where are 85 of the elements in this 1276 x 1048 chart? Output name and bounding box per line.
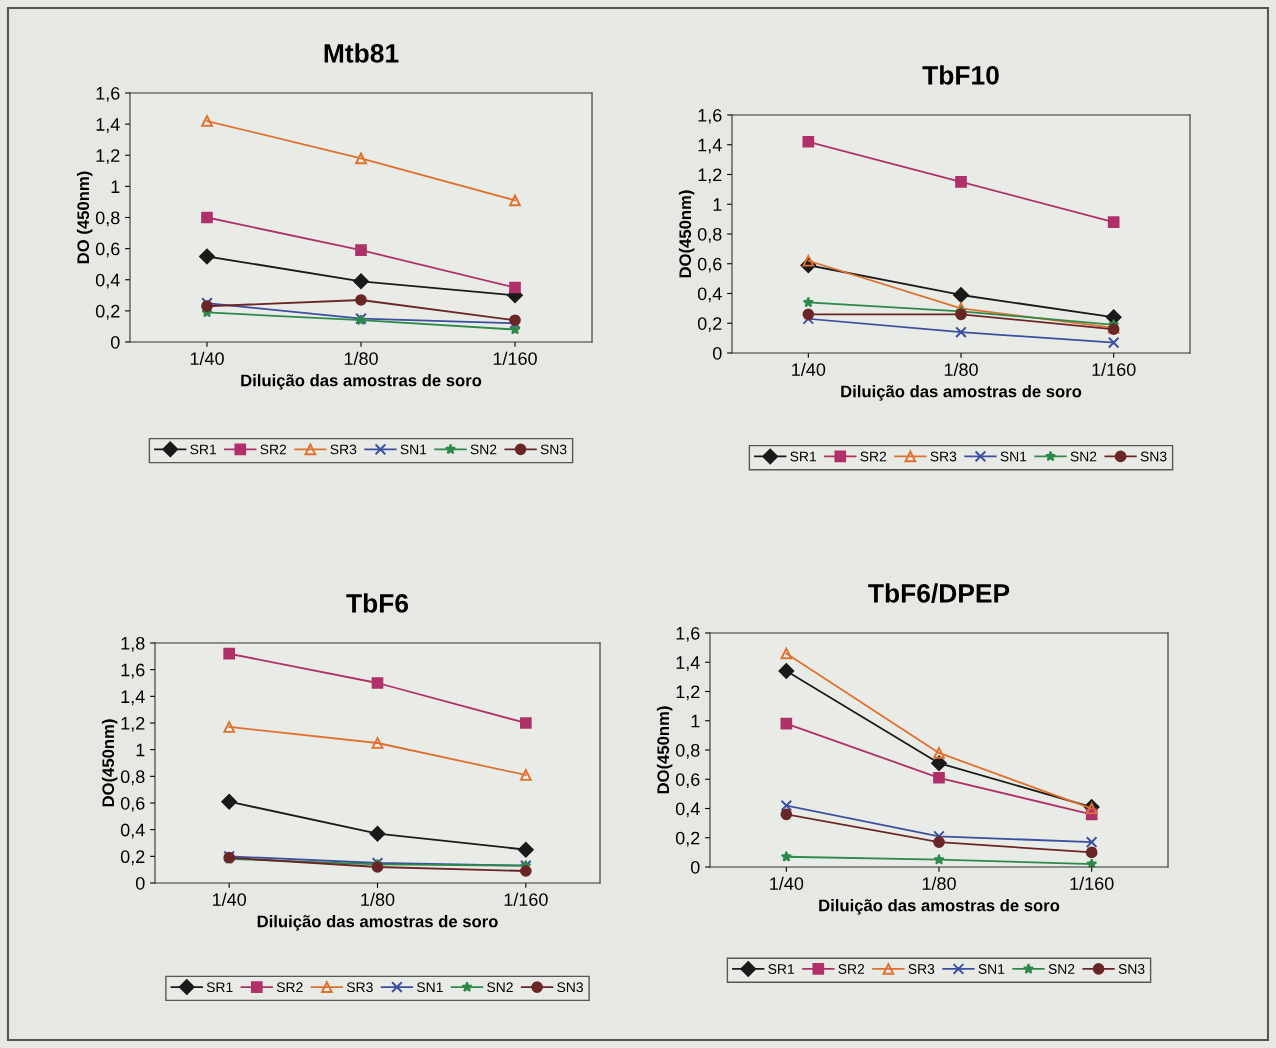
x-tick-label: 1/160 [493, 351, 537, 365]
y-tick-label: 1 [111, 180, 120, 193]
legend-label: SN2 [1048, 964, 1075, 974]
x-tick-label: 1/40 [770, 876, 804, 890]
legend-label: SN2 [1070, 451, 1097, 462]
y-tick-label: 1,6 [698, 108, 722, 124]
chart-title: Mtb81 [324, 43, 399, 63]
y-tick-label: 0,8 [120, 770, 145, 786]
y-tick-label: 0 [110, 335, 120, 349]
legend-label: SN3 [557, 982, 583, 993]
legend-label: SR2 [860, 451, 887, 462]
y-tick-label: 1,8 [121, 636, 145, 652]
legend-label: SN3 [540, 444, 567, 455]
legend-label: SN3 [1118, 964, 1145, 974]
y-tick-label: 1,2 [676, 685, 700, 701]
y-axis-title: DO(450nm) [101, 719, 118, 807]
legend-label: SR3 [346, 982, 373, 993]
legend-label: SR2 [260, 444, 287, 455]
legend-label: SR3 [930, 451, 957, 462]
y-tick-label: 0,2 [675, 831, 700, 847]
legend-label: SN2 [470, 444, 497, 455]
x-tick-label: 1/80 [361, 892, 395, 906]
y-tick-label: 1,6 [121, 663, 145, 679]
y-tick-label: 1 [136, 743, 145, 757]
y-tick-label: 1 [691, 714, 700, 728]
legend-label: SR2 [838, 964, 865, 974]
y-tick-label: 0,8 [697, 227, 722, 243]
x-tick-label: 1/40 [792, 362, 826, 376]
y-tick-label: 1 [713, 198, 722, 211]
y-tick-label: 0,2 [697, 317, 722, 333]
y-tick-label: 1,4 [121, 690, 145, 706]
y-axis-title: DO (450nm) [76, 171, 93, 264]
y-tick-label: 1,2 [121, 716, 145, 732]
y-axis-title: DO(450nm) [656, 706, 673, 794]
x-axis-title: Diluição das amostras de soro [241, 374, 482, 390]
legend-label: SR3 [330, 444, 357, 455]
legend-label: SR1 [190, 444, 217, 455]
legend-label: SN1 [400, 444, 427, 455]
legend-label: SN3 [1140, 451, 1167, 462]
legend-label: SR1 [768, 964, 795, 974]
y-tick-label: 0,2 [120, 850, 145, 866]
y-tick-label: 0,4 [120, 823, 145, 839]
y-tick-label: 0,4 [697, 287, 722, 303]
y-tick-label: 0 [712, 346, 722, 360]
legend-label: SN1 [1000, 451, 1027, 462]
legend-label: SN1 [417, 982, 443, 993]
y-tick-label: 1,6 [676, 626, 700, 642]
y-tick-label: 0,4 [675, 802, 700, 818]
legend-label: SR3 [908, 964, 935, 974]
chart-title: TbF6 [346, 593, 409, 613]
legend-label: SR1 [790, 451, 817, 462]
y-tick-label: 0 [690, 860, 700, 874]
y-tick-label: 0,6 [120, 796, 145, 812]
x-tick-label: 1/80 [344, 351, 378, 365]
x-tick-label: 1/40 [212, 892, 247, 906]
y-tick-label: 0,8 [95, 211, 120, 227]
y-axis-title: DO(450nm) [678, 190, 695, 278]
y-tick-label: 1,4 [698, 138, 722, 154]
x-axis-title: Diluição das amostras de soro [257, 915, 498, 931]
y-tick-label: 0,6 [95, 242, 120, 258]
x-tick-label: 1/40 [190, 351, 224, 365]
legend-label: SN2 [487, 982, 513, 993]
x-axis-title: Diluição das amostras de soro [819, 899, 1060, 915]
x-tick-label: 1/160 [1070, 876, 1114, 890]
y-tick-label: 1,4 [96, 118, 120, 133]
x-tick-label: 1/160 [1092, 362, 1136, 376]
y-tick-label: 0,6 [697, 257, 722, 273]
y-tick-label: 0 [135, 876, 145, 890]
y-tick-label: 0,8 [675, 743, 700, 759]
legend-label: SR1 [206, 982, 233, 993]
x-tick-label: 1/160 [504, 892, 548, 906]
y-tick-label: 1,2 [96, 149, 120, 165]
y-tick-label: 0,4 [95, 273, 120, 289]
legend-label: SN1 [978, 964, 1005, 974]
x-axis-title: Diluição das amostras de soro [841, 385, 1082, 401]
y-tick-label: 1,2 [698, 168, 722, 184]
y-tick-label: 1,4 [676, 656, 700, 672]
chart-title: TbF10 [922, 65, 999, 85]
y-tick-label: 0,2 [95, 304, 120, 320]
y-tick-label: 0,6 [675, 773, 700, 789]
x-tick-label: 1/80 [922, 876, 956, 890]
y-tick-label: 1,6 [96, 86, 120, 102]
x-tick-label: 1/80 [944, 362, 978, 376]
legend-label: SR2 [276, 982, 303, 993]
chart-title: TbF6/DPEP [868, 583, 1010, 603]
